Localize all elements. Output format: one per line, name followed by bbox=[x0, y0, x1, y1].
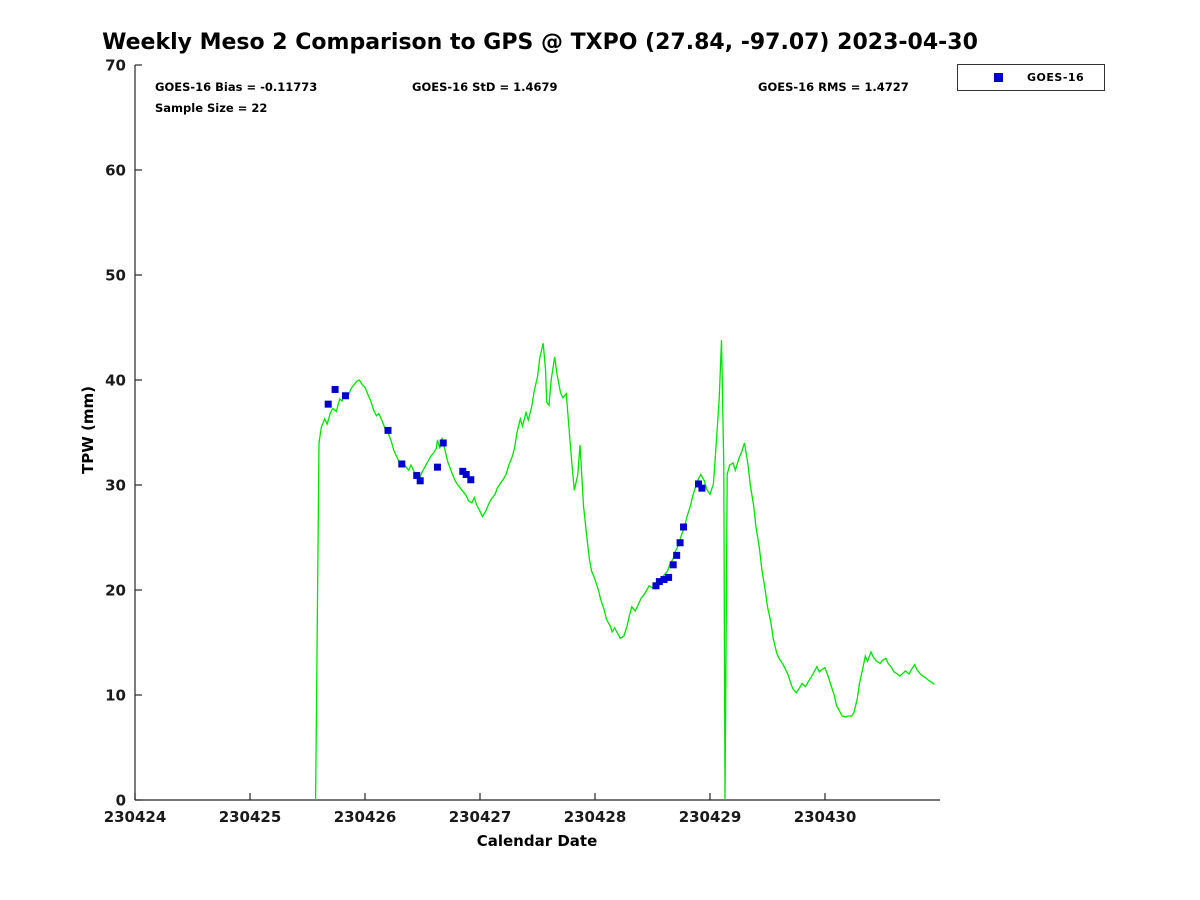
gps-line bbox=[314, 340, 935, 801]
goes16-marker bbox=[676, 539, 684, 547]
goes16-marker bbox=[698, 484, 706, 492]
goes16-marker bbox=[413, 472, 421, 480]
y-tick-label: 40 bbox=[105, 372, 126, 390]
annotation-rms: GOES-16 RMS = 1.4727 bbox=[758, 80, 909, 94]
x-tick-label: 230430 bbox=[794, 808, 857, 826]
goes16-marker bbox=[331, 385, 339, 393]
goes16-marker bbox=[398, 460, 406, 468]
goes16-marker bbox=[439, 439, 447, 447]
x-tick-label: 230424 bbox=[104, 808, 167, 826]
x-tick-label: 230426 bbox=[334, 808, 397, 826]
annotation-sample-size: Sample Size = 22 bbox=[155, 101, 268, 115]
annotation-std: GOES-16 StD = 1.4679 bbox=[412, 80, 558, 94]
y-tick-label: 10 bbox=[105, 687, 126, 705]
y-tick-label: 0 bbox=[116, 792, 126, 810]
goes16-marker bbox=[695, 480, 702, 488]
y-tick-label: 20 bbox=[105, 582, 126, 600]
y-tick-label: 30 bbox=[105, 477, 126, 495]
goes16-marker bbox=[655, 578, 663, 586]
chart-title: Weekly Meso 2 Comparison to GPS @ TXPO (… bbox=[102, 30, 978, 55]
goes16-marker bbox=[680, 523, 688, 531]
x-tick-label: 230427 bbox=[449, 808, 512, 826]
goes16-marker bbox=[341, 392, 349, 400]
y-tick-label: 50 bbox=[105, 267, 126, 285]
y-tick-label: 60 bbox=[105, 162, 126, 180]
goes16-marker bbox=[660, 576, 668, 583]
goes16-marker bbox=[665, 573, 673, 581]
goes16-marker bbox=[669, 561, 677, 569]
x-axis-label: Calendar Date bbox=[476, 832, 598, 850]
x-tick-label: 230429 bbox=[679, 808, 742, 826]
goes16-marker bbox=[416, 477, 424, 485]
annotation-bias: GOES-16 Bias = -0.11773 bbox=[155, 80, 318, 94]
legend-label: GOES-16 bbox=[1027, 71, 1085, 84]
goes16-marker bbox=[673, 551, 681, 559]
goes16-marker bbox=[433, 463, 441, 471]
goes16-marker bbox=[652, 582, 660, 590]
y-tick-label: 70 bbox=[105, 57, 126, 75]
legend: GOES-16 bbox=[957, 64, 1105, 91]
goes16-marker bbox=[467, 476, 475, 484]
x-tick-label: 230428 bbox=[564, 808, 627, 826]
goes16-marker bbox=[324, 400, 332, 408]
goes16-marker bbox=[462, 471, 470, 478]
legend-marker-square-icon bbox=[994, 73, 1003, 82]
goes16-marker bbox=[384, 426, 392, 434]
x-tick-label: 230425 bbox=[219, 808, 282, 826]
